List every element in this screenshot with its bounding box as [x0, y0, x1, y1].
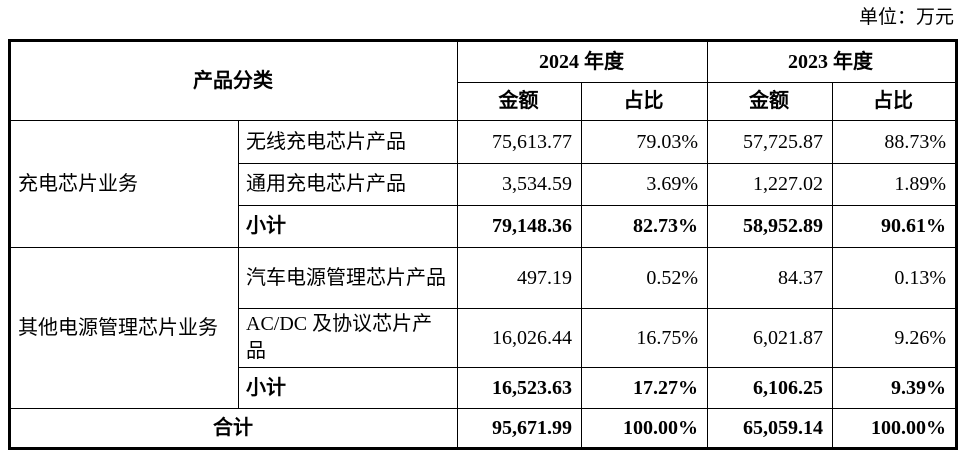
amount-2023-cell: 6,106.25: [707, 367, 833, 409]
amount-2024-cell: 16,523.63: [457, 367, 582, 409]
ratio-2024-cell: 82.73%: [581, 205, 708, 248]
header-ratio-2023: 占比: [832, 82, 957, 121]
amount-2023-cell: 65,059.14: [707, 408, 833, 449]
table-row: AC/DC 及协议芯片产品 16,026.44 16.75% 6,021.87 …: [10, 308, 957, 368]
group-cell-charging-chip: 充电芯片业务: [9, 120, 239, 248]
ratio-2024-cell: 100.00%: [581, 408, 708, 449]
header-row-metrics: 金额 占比 金额 占比: [10, 82, 957, 121]
ratio-2023-cell: 90.61%: [832, 205, 957, 248]
amount-2024-cell: 497.19: [457, 247, 582, 309]
amount-2023-cell: 6,021.87: [707, 308, 833, 368]
amount-2024-cell: 16,026.44: [457, 308, 582, 368]
total-row: 合计 95,671.99 100.00% 65,059.14 100.00%: [9, 408, 957, 449]
ratio-2024-cell: 17.27%: [581, 367, 708, 409]
amount-2023-cell: 84.37: [707, 247, 833, 309]
ratio-2023-cell: 0.13%: [832, 247, 957, 309]
amount-2024-cell: 3,534.59: [457, 163, 582, 206]
product-cell: 汽车电源管理芯片产品: [238, 247, 458, 309]
ratio-2024-cell: 3.69%: [581, 163, 708, 206]
total-label: 合计: [9, 408, 458, 449]
amount-2023-cell: 57,725.87: [707, 120, 833, 164]
amount-2024-cell: 75,613.77: [457, 120, 582, 164]
table-row: 通用充电芯片产品 3,534.59 3.69% 1,227.02 1.89%: [10, 163, 957, 206]
ratio-2024-cell: 79.03%: [581, 120, 708, 164]
ratio-2024-cell: 0.52%: [581, 247, 708, 309]
header-amount-2024: 金额: [457, 82, 582, 121]
header-row-years: 产品分类 2024 年度 2023 年度: [9, 40, 957, 121]
header-ratio-2024: 占比: [581, 82, 708, 121]
ratio-2023-cell: 9.26%: [832, 308, 957, 368]
amount-2023-cell: 1,227.02: [707, 163, 833, 206]
product-cell: 无线充电芯片产品: [238, 120, 458, 164]
header-year-2024: 2024 年度: [457, 40, 708, 83]
subtotal-label: 小计: [238, 367, 458, 409]
table-row: 其他电源管理芯片业务 汽车电源管理芯片产品 497.19 0.52% 84.37…: [9, 247, 957, 409]
product-cell: 通用充电芯片产品: [238, 163, 458, 206]
table-row: 充电芯片业务 无线充电芯片产品 75,613.77 79.03% 57,725.…: [9, 120, 957, 248]
header-year-2023: 2023 年度: [707, 40, 957, 83]
subtotal-row: 小计 79,148.36 82.73% 58,952.89 90.61%: [10, 205, 957, 248]
ratio-2023-cell: 100.00%: [832, 408, 957, 449]
ratio-2023-cell: 1.89%: [832, 163, 957, 206]
header-product-category: 产品分类: [9, 40, 458, 121]
product-revenue-table: 产品分类 2024 年度 2023 年度 金额 占比 金额 占比 充电芯片业务 …: [8, 39, 958, 450]
ratio-2024-cell: 16.75%: [581, 308, 708, 368]
amount-2024-cell: 95,671.99: [457, 408, 582, 449]
unit-label: 单位：万元: [858, 7, 954, 28]
product-cell: AC/DC 及协议芯片产品: [238, 308, 458, 368]
amount-2023-cell: 58,952.89: [707, 205, 833, 248]
ratio-2023-cell: 88.73%: [832, 120, 957, 164]
subtotal-row: 小计 16,523.63 17.27% 6,106.25 9.39%: [10, 367, 957, 409]
amount-2024-cell: 79,148.36: [457, 205, 582, 248]
group-cell-other-power: 其他电源管理芯片业务: [9, 247, 239, 409]
ratio-2023-cell: 9.39%: [832, 367, 957, 409]
header-amount-2023: 金额: [707, 82, 833, 121]
subtotal-label: 小计: [238, 205, 458, 248]
